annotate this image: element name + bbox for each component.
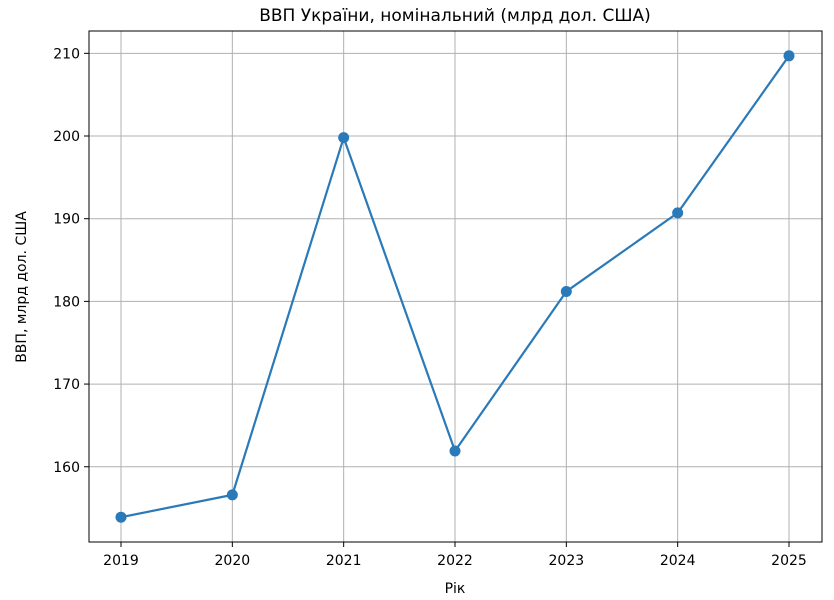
y-tick-label: 180 bbox=[53, 294, 80, 310]
series-layer bbox=[115, 50, 795, 523]
y-tick-label: 160 bbox=[53, 460, 80, 476]
y-axis-label: ВВП, млрд дол. США bbox=[14, 211, 30, 363]
x-axis: 2019 2020 2021 2022 2023 2024 2025 bbox=[103, 542, 807, 569]
data-point bbox=[115, 511, 127, 523]
data-point bbox=[338, 132, 350, 144]
x-axis-label: Рік bbox=[445, 581, 466, 597]
data-point bbox=[672, 207, 684, 219]
x-tick-label: 2019 bbox=[103, 553, 139, 569]
chart-title: ВВП України, номінальний (млрд дол. США) bbox=[259, 6, 651, 26]
x-tick-label: 2024 bbox=[660, 553, 696, 569]
grid bbox=[89, 31, 822, 542]
y-tick-label: 170 bbox=[53, 377, 80, 393]
y-tick-label: 200 bbox=[53, 129, 80, 145]
x-tick-label: 2025 bbox=[771, 553, 807, 569]
y-tick-label: 190 bbox=[53, 212, 80, 228]
x-tick-label: 2021 bbox=[326, 553, 362, 569]
y-axis: 160 170 180 190 200 210 bbox=[53, 46, 89, 476]
data-point bbox=[560, 285, 572, 297]
x-tick-label: 2020 bbox=[215, 553, 251, 569]
y-tick-label: 210 bbox=[53, 46, 80, 62]
data-point bbox=[226, 489, 238, 501]
x-tick-label: 2023 bbox=[549, 553, 585, 569]
x-tick-label: 2022 bbox=[437, 553, 473, 569]
data-point bbox=[449, 445, 461, 457]
data-point bbox=[783, 50, 795, 62]
